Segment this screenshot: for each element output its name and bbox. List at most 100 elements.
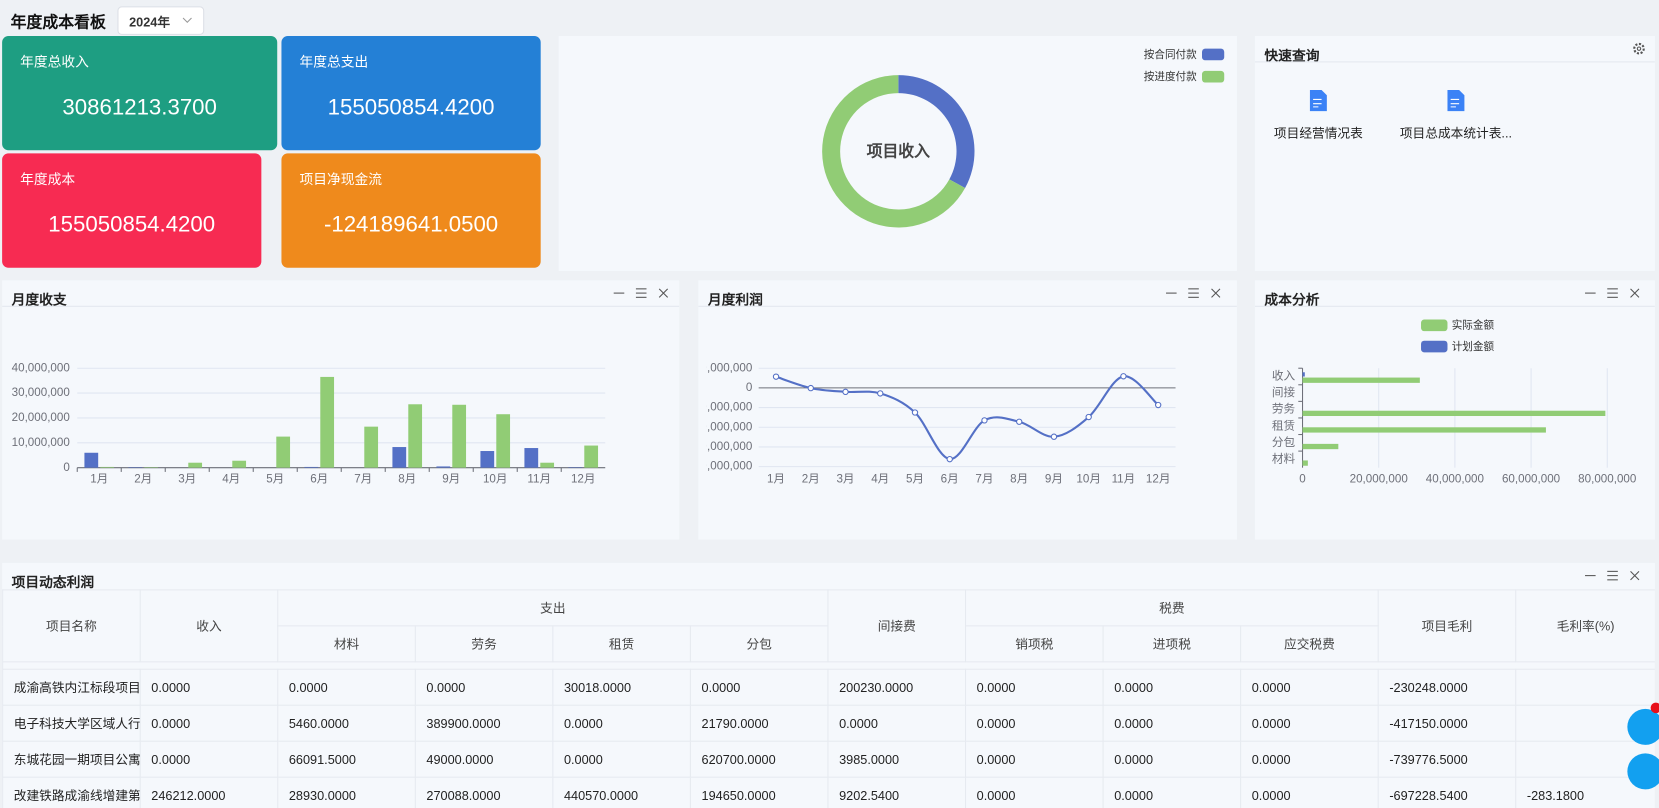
donut-panel (558, 35, 1237, 271)
settings-icon[interactable] (1632, 41, 1647, 56)
table-cell: 30018.0000 (552, 668, 691, 706)
table-cell: 3985.0000 (827, 740, 967, 778)
kpi-card: 项目净现金流 -124189641.0500 (281, 153, 541, 268)
chart-panel: 月度利润 (698, 280, 1237, 540)
quick-link-label: 项目总成本统计表... (1399, 125, 1513, 141)
table-cell: 270088.0000 (414, 776, 554, 808)
table-cell: 材料 (277, 625, 416, 663)
table-row: 东城花园一期项目公寓 0.0000 66091.5000 49000.0000 0.00… (2, 740, 1655, 778)
table-cell: 0.0000 (1102, 704, 1242, 742)
page-title: 年度成本看板 (10, 13, 106, 32)
table-cell (1515, 668, 1655, 706)
divider (2, 305, 680, 307)
table-cell: 项目名称 (2, 589, 141, 663)
table-cell: 0.0000 (552, 740, 691, 778)
table-cell: 389900.0000 (414, 704, 554, 742)
table-cell: 620700.0000 (689, 740, 829, 778)
table-cell: 项目毛利 (1377, 589, 1517, 663)
table-row: 材料 劳务 租赁 分包 销项税 进项税 应交税费 (3, 625, 1655, 663)
table-cell: 0.0000 (139, 704, 279, 742)
chart-panel: 月度收支 (2, 280, 680, 540)
table-cell: -417150.0000 (1377, 704, 1517, 742)
table-cell: 0.0000 (277, 668, 416, 706)
table-cell: 49000.0000 (414, 740, 554, 778)
quick-query-panel: 快速查询 项目经营情况表 项目总成本统计表... (1254, 35, 1655, 271)
quick-link[interactable]: 项目经营情况表 (1265, 89, 1371, 142)
divider (1254, 61, 1655, 63)
divider (698, 305, 1237, 307)
table-cell: 电子科技大学区域人行 (2, 704, 141, 742)
table-cell: 200230.0000 (827, 668, 967, 706)
table-row: 项目名称 收入 支出 间接费 税费 项目毛利 毛利率(%) (2, 589, 1655, 663)
table-cell: 0.0000 (414, 668, 554, 706)
panel-title: 月度利润 (707, 292, 763, 308)
divider (1254, 305, 1655, 307)
table-row (2, 661, 1655, 670)
chat-button[interactable] (1627, 753, 1659, 790)
table-cell: 0.0000 (965, 740, 1104, 778)
year-value: 2024年 (129, 14, 171, 30)
kpi-card: 年度总收入 30861213.3700 (2, 35, 278, 151)
kpi-value: 155050854.4200 (327, 95, 495, 120)
table-cell: 0.0000 (1240, 776, 1379, 808)
table-cell: 21790.0000 (689, 704, 829, 742)
table-cell: 支出 (277, 589, 829, 627)
panel-title: 项目动态利润 (11, 574, 95, 591)
quick-link-label: 项目经营情况表 (1273, 125, 1363, 141)
kpi-label: 年度总收入 (20, 53, 89, 70)
table-cell: 0.0000 (1102, 740, 1242, 778)
table-cell: 收入 (139, 589, 279, 663)
table-panel: 项目动态利润 项目名称 收入 支出 间接费 税费 项目毛利 毛利率(%) 材料 劳务 租赁 分包 销项… (2, 562, 1655, 808)
kpi-value: -124189641.0500 (323, 212, 499, 238)
table-cell: 劳务 (414, 625, 554, 663)
table-cell: 0.0000 (552, 704, 691, 742)
table-cell: 0.0000 (827, 704, 967, 742)
table-cell: 成渝高铁内江标段项目 (2, 668, 141, 706)
badge (1650, 702, 1659, 714)
table-cell: -230248.0000 (1377, 668, 1517, 706)
table-cell: 0.0000 (139, 668, 279, 706)
table-cell: 进项税 (1102, 625, 1242, 663)
panel-title: 月度收支 (11, 292, 67, 308)
table-cell: 440570.0000 (552, 776, 691, 808)
table-cell: 改建铁路成渝线增建第 (2, 776, 141, 808)
table-cell: 分包 (689, 625, 829, 663)
table-cell: 0.0000 (1102, 776, 1242, 808)
kpi-label: 项目净现金流 (299, 171, 382, 188)
table-cell: 0.0000 (965, 704, 1104, 742)
table-cell: 0.0000 (965, 776, 1104, 808)
quick-link[interactable]: 项目总成本统计表... (1392, 89, 1519, 142)
table-cell: 0.0000 (689, 668, 829, 706)
panel-title: 成本分析 (1264, 292, 1320, 308)
table-row: 成渝高铁内江标段项目 0.0000 0.0000 0.0000 30018.0000 0.… (2, 668, 1655, 706)
table-cell: 0.0000 (965, 668, 1104, 706)
spacer (2, 661, 1655, 670)
kpi-label: 年度成本 (20, 171, 76, 188)
table-row: 改建铁路成渝线增建第 246212.0000 28930.0000 270088.00… (2, 776, 1655, 808)
float-button[interactable] (1627, 708, 1659, 745)
table-cell: -739776.5000 (1377, 740, 1517, 778)
table-cell: 销项税 (965, 625, 1104, 663)
kpi-card: 年度成本 155050854.4200 (2, 153, 262, 268)
kpi-value: 30861213.3700 (62, 95, 217, 120)
table-cell: 毛利率(%) (1515, 589, 1655, 663)
table-cell: 0.0000 (1240, 740, 1379, 778)
year-select[interactable]: 2024年 (117, 6, 205, 35)
table-cell: 9202.5400 (827, 776, 967, 808)
table-cell: 66091.5000 (277, 740, 416, 778)
kpi-value: 155050854.4200 (48, 212, 216, 238)
doc-icon (1447, 89, 1465, 112)
table-cell: 税费 (965, 589, 1379, 627)
table-cell: 0.0000 (1240, 668, 1379, 706)
table-cell: 5460.0000 (277, 704, 416, 742)
table-cell: -697228.5400 (1377, 776, 1517, 808)
table-cell: 应交税费 (1240, 625, 1379, 663)
table-cell: 246212.0000 (139, 776, 279, 808)
chart-panel: 成本分析 (1254, 280, 1655, 540)
table-cell: 租赁 (552, 625, 691, 663)
table-cell: 194650.0000 (689, 776, 829, 808)
doc-icon (1309, 89, 1327, 112)
table-cell: 28930.0000 (277, 776, 416, 808)
